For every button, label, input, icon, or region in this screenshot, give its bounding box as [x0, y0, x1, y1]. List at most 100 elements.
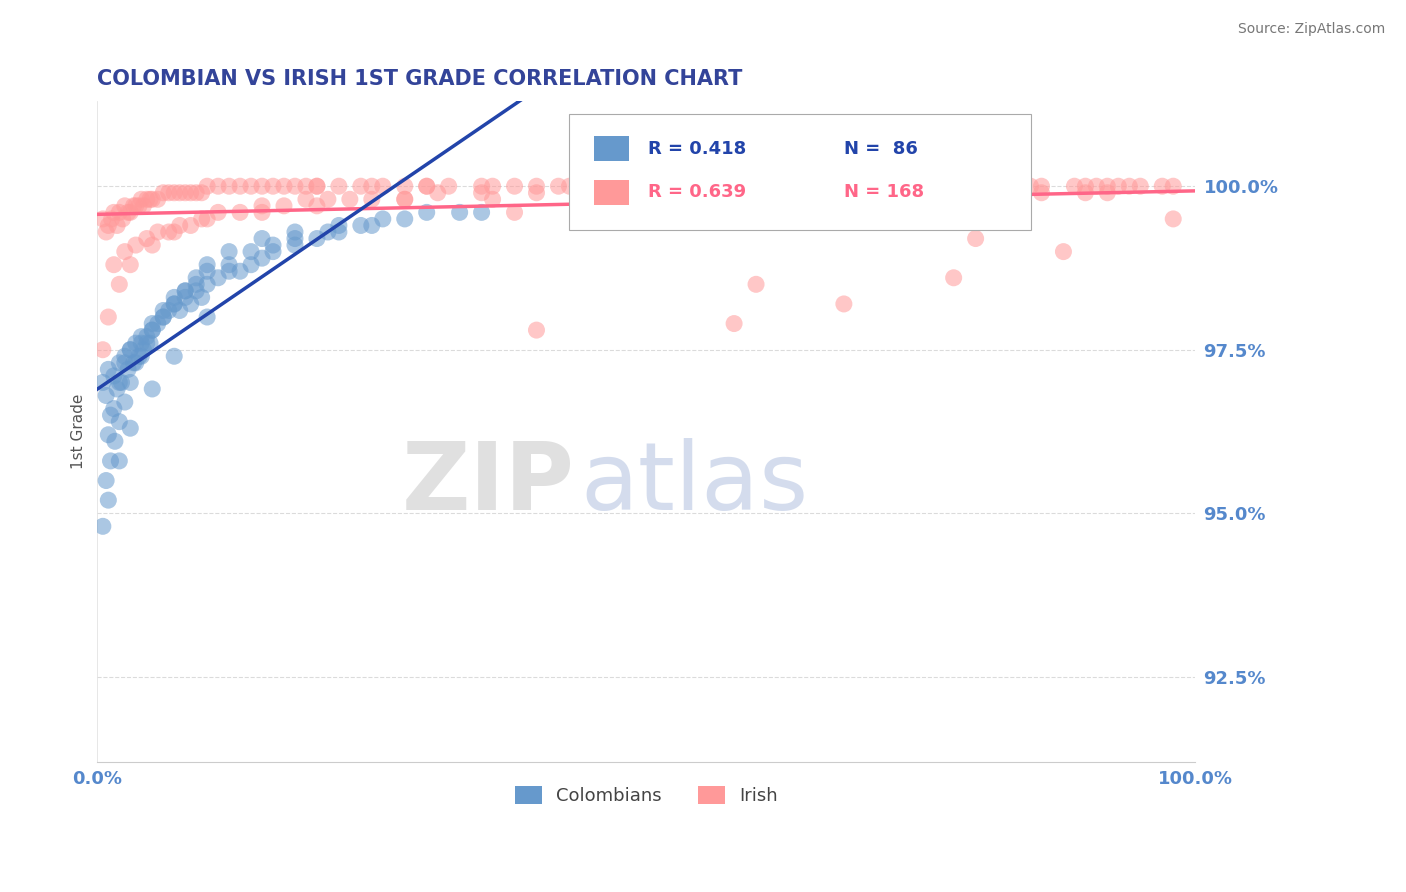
Point — [207, 205, 229, 219]
Point — [855, 192, 877, 206]
Point — [284, 179, 307, 194]
Point — [702, 186, 724, 200]
Text: R = 0.639: R = 0.639 — [648, 184, 747, 202]
Point — [371, 179, 394, 194]
Point — [94, 474, 117, 488]
Point — [1008, 179, 1031, 194]
Point — [1129, 179, 1152, 194]
Point — [832, 186, 855, 200]
Point — [114, 244, 136, 259]
Point — [987, 179, 1010, 194]
Point — [832, 297, 855, 311]
Legend: Colombians, Irish: Colombians, Irish — [508, 779, 785, 813]
Point — [558, 179, 581, 194]
Point — [250, 179, 273, 194]
Point — [240, 258, 263, 272]
Point — [218, 244, 240, 259]
Point — [169, 303, 191, 318]
Point — [120, 258, 142, 272]
Point — [613, 179, 636, 194]
Point — [250, 199, 273, 213]
Point — [449, 205, 471, 219]
Point — [305, 179, 328, 194]
Point — [295, 192, 318, 206]
Point — [394, 211, 416, 226]
Point — [141, 192, 163, 206]
Point — [111, 211, 134, 226]
Point — [146, 192, 169, 206]
Text: N = 168: N = 168 — [844, 184, 924, 202]
Point — [139, 336, 162, 351]
Point — [965, 186, 987, 200]
Point — [503, 179, 526, 194]
Point — [1097, 179, 1119, 194]
Point — [526, 323, 548, 337]
Point — [163, 297, 186, 311]
Point — [481, 192, 503, 206]
Point — [581, 186, 603, 200]
Point — [117, 205, 139, 219]
Point — [141, 323, 163, 337]
Point — [190, 211, 212, 226]
Text: atlas: atlas — [581, 438, 808, 531]
Point — [328, 179, 350, 194]
Point — [132, 343, 155, 357]
Point — [125, 238, 148, 252]
Point — [114, 199, 136, 213]
Point — [636, 186, 658, 200]
Point — [262, 244, 284, 259]
Point — [284, 225, 307, 239]
Point — [129, 336, 152, 351]
Point — [942, 179, 965, 194]
Point — [129, 329, 152, 343]
Point — [350, 219, 373, 233]
Point — [141, 238, 163, 252]
Point — [190, 186, 212, 200]
Point — [1118, 179, 1140, 194]
Point — [526, 179, 548, 194]
Point — [229, 264, 252, 278]
Point — [120, 343, 142, 357]
Point — [174, 284, 197, 298]
Point — [163, 297, 186, 311]
Point — [832, 186, 855, 200]
Point — [503, 205, 526, 219]
Point — [415, 179, 437, 194]
Point — [108, 415, 131, 429]
Point — [135, 231, 157, 245]
Point — [141, 317, 163, 331]
Point — [91, 519, 114, 533]
Point — [169, 186, 191, 200]
Point — [128, 349, 150, 363]
Point — [218, 264, 240, 278]
Point — [394, 179, 416, 194]
Point — [250, 231, 273, 245]
Point — [305, 199, 328, 213]
Point — [910, 179, 932, 194]
Point — [855, 179, 877, 194]
Point — [1085, 179, 1108, 194]
Point — [122, 356, 145, 370]
Point — [636, 199, 658, 213]
Point — [195, 258, 218, 272]
Point — [415, 205, 437, 219]
Text: ZIP: ZIP — [402, 438, 575, 531]
Point — [100, 211, 122, 226]
FancyBboxPatch shape — [569, 114, 1031, 230]
Point — [135, 336, 157, 351]
Point — [125, 199, 148, 213]
Point — [174, 186, 197, 200]
Point — [240, 244, 263, 259]
Point — [114, 356, 136, 370]
Point — [316, 225, 339, 239]
Point — [942, 270, 965, 285]
Point — [371, 211, 394, 226]
Y-axis label: 1st Grade: 1st Grade — [72, 393, 86, 469]
Point — [174, 284, 197, 298]
Point — [657, 186, 679, 200]
Point — [273, 179, 295, 194]
Point — [146, 225, 169, 239]
Point — [328, 225, 350, 239]
Point — [284, 238, 307, 252]
Point — [679, 179, 702, 194]
